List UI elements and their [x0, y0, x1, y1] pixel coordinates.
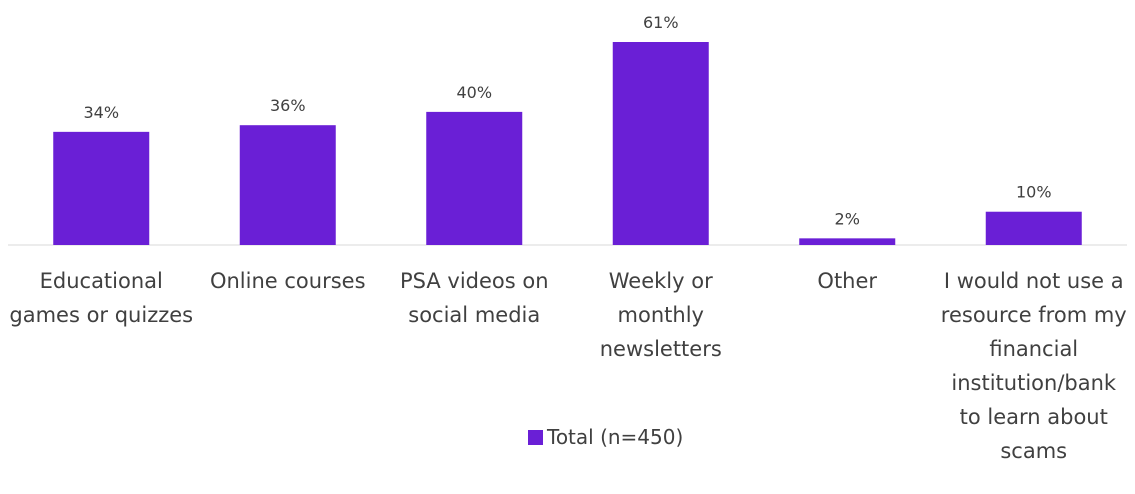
x-tick-label: Online courses	[209, 269, 366, 293]
value-label: 34%	[83, 103, 119, 122]
bar	[799, 238, 896, 245]
value-label: 40%	[456, 83, 492, 102]
x-tick-label: Other	[817, 269, 878, 293]
value-label: 36%	[270, 96, 306, 115]
bar	[426, 111, 523, 245]
legend-swatch	[528, 429, 543, 445]
value-label: 10%	[1016, 183, 1052, 202]
value-label: 2%	[835, 209, 860, 228]
legend: Total (n=450)	[528, 425, 683, 449]
bar	[985, 211, 1082, 245]
x-tick-label: I would not use a resource from my finan…	[940, 269, 1127, 463]
legend-label: Total (n=450)	[547, 425, 684, 449]
x-tick-label: PSA videos on social media	[399, 269, 549, 327]
x-tick-label: Educational games or quizzes	[9, 269, 194, 327]
bar	[53, 131, 150, 245]
bar	[239, 125, 336, 245]
value-label: 61%	[643, 13, 679, 32]
x-tick-label: Weekly or monthly newsletters	[599, 269, 722, 361]
bar	[612, 42, 709, 245]
